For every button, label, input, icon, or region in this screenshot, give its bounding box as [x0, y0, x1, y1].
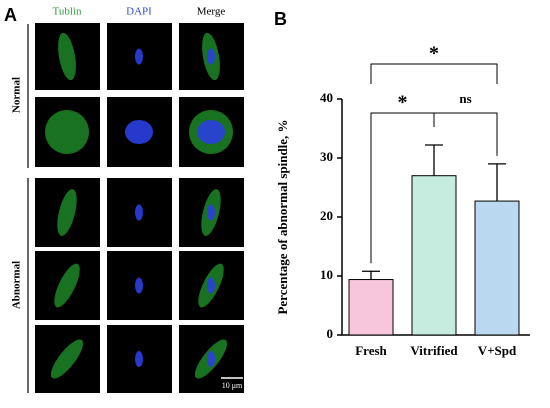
dna-signal [197, 120, 225, 144]
panel-label: B [274, 9, 287, 29]
y-tick-label: 0 [327, 326, 334, 341]
chart: 0 10 20 30 40 Fresh Vitrified V+Spd * ns * [320, 43, 530, 358]
y-tick-label: 40 [320, 90, 333, 105]
tubulin-signal [57, 189, 77, 236]
dna-signal [135, 277, 143, 294]
row-group-label: Abnormal [11, 261, 23, 309]
tubulin-signal [54, 263, 80, 308]
significance-label: * [398, 92, 408, 114]
scale-bar-label: 10 μm [222, 381, 243, 390]
dna-signal [135, 48, 143, 65]
dna-signal [135, 351, 143, 367]
y-tick-label: 20 [320, 208, 333, 223]
dna-signal [135, 204, 143, 221]
column-label: Merge [197, 6, 226, 18]
tubulin-signal [50, 339, 84, 379]
dna-signal [207, 277, 215, 294]
y-axis-label: Percentage of abnormal spindle, % [275, 119, 290, 314]
dna-signal [207, 351, 215, 367]
y-tick-label: 30 [320, 149, 333, 164]
significance-label: ns [459, 91, 471, 106]
error-bar [362, 270, 380, 280]
y-tick-label: 10 [320, 267, 333, 282]
x-tick-label: Fresh [355, 343, 387, 358]
micrographs [35, 23, 244, 393]
x-tick-label: V+Spd [478, 343, 517, 358]
significance-label: * [429, 43, 439, 65]
error-bar [488, 163, 506, 202]
tubulin-signal [45, 110, 89, 154]
bar [474, 200, 520, 336]
x-tick-label: Vitrified [410, 343, 458, 358]
bar [348, 279, 394, 336]
bar [411, 175, 457, 336]
panel-label: A [4, 5, 17, 25]
dna-signal [125, 120, 153, 144]
row-group-label: Normal [11, 77, 23, 113]
error-bar [425, 144, 443, 176]
tubulin-signal [58, 32, 76, 81]
column-label: Tublin [53, 6, 82, 18]
significance-bracket [433, 112, 498, 156]
dna-signal [207, 204, 215, 221]
column-label: DAPI [126, 6, 152, 18]
significance-bracket [370, 63, 498, 84]
dna-signal [207, 48, 215, 65]
